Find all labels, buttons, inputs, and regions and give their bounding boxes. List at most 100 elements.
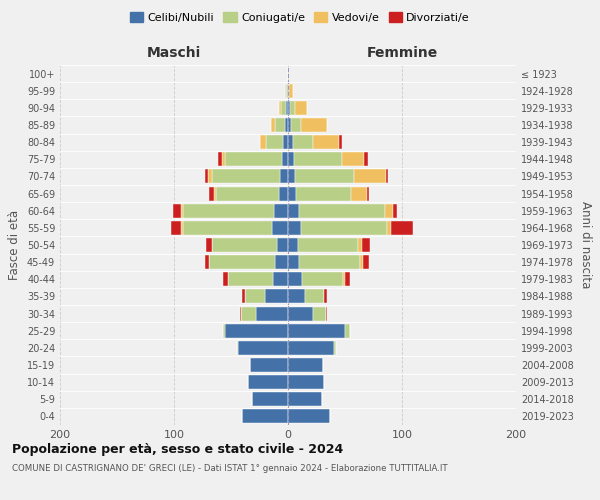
Bar xyxy=(340,135,341,149)
Bar xyxy=(288,392,322,406)
Bar xyxy=(288,375,325,389)
Bar xyxy=(288,255,299,269)
Bar xyxy=(360,255,363,269)
Bar xyxy=(288,238,298,252)
Bar xyxy=(362,238,370,252)
Bar xyxy=(223,324,226,338)
Bar xyxy=(343,272,345,286)
Bar xyxy=(298,238,358,252)
Bar xyxy=(214,186,216,200)
Bar xyxy=(250,358,288,372)
Bar xyxy=(296,186,351,200)
Bar xyxy=(295,101,307,115)
Bar xyxy=(305,290,325,304)
Bar xyxy=(183,221,272,235)
Bar xyxy=(288,66,289,80)
Bar xyxy=(183,204,274,218)
Legend: Celibi/Nubili, Coniugati/e, Vedovi/e, Divorziati/e: Celibi/Nubili, Coniugati/e, Vedovi/e, Di… xyxy=(125,8,475,28)
Bar xyxy=(212,170,280,183)
Bar xyxy=(286,101,288,115)
Bar xyxy=(301,221,387,235)
Bar xyxy=(288,324,345,338)
Bar xyxy=(273,272,288,286)
Bar xyxy=(206,238,212,252)
Text: Femmine: Femmine xyxy=(367,46,437,60)
Bar xyxy=(280,170,288,183)
Bar xyxy=(354,170,386,183)
Bar xyxy=(272,221,288,235)
Bar xyxy=(223,272,227,286)
Bar xyxy=(326,306,327,320)
Bar xyxy=(266,135,283,149)
Bar xyxy=(242,290,245,304)
Bar xyxy=(237,341,238,355)
Bar xyxy=(325,290,327,304)
Bar xyxy=(265,290,288,304)
Bar xyxy=(363,255,369,269)
Bar xyxy=(288,118,292,132)
Bar xyxy=(287,84,288,98)
Bar xyxy=(226,324,288,338)
Bar xyxy=(242,410,288,424)
Bar xyxy=(288,101,290,115)
Bar xyxy=(294,152,341,166)
Bar xyxy=(248,375,288,389)
Bar xyxy=(358,238,362,252)
Bar xyxy=(345,324,350,338)
Y-axis label: Anni di nascita: Anni di nascita xyxy=(579,202,592,288)
Bar xyxy=(173,204,181,218)
Bar xyxy=(345,272,350,286)
Bar xyxy=(341,152,364,166)
Bar xyxy=(299,255,360,269)
Bar xyxy=(245,290,265,304)
Bar xyxy=(181,204,183,218)
Bar xyxy=(205,255,209,269)
Bar xyxy=(209,186,214,200)
Bar xyxy=(288,341,334,355)
Bar xyxy=(293,135,313,149)
Bar xyxy=(279,101,281,115)
Bar xyxy=(284,118,288,132)
Bar xyxy=(181,221,183,235)
Bar xyxy=(289,84,293,98)
Bar xyxy=(302,272,343,286)
Bar xyxy=(277,238,288,252)
Bar xyxy=(386,170,388,183)
Bar xyxy=(286,84,287,98)
Bar xyxy=(385,204,393,218)
Bar xyxy=(227,272,273,286)
Bar xyxy=(299,204,385,218)
Bar xyxy=(288,358,323,372)
Bar xyxy=(238,341,288,355)
Bar xyxy=(284,84,286,98)
Bar xyxy=(205,170,208,183)
Text: COMUNE DI CASTRIGNANO DE' GRECI (LE) - Dati ISTAT 1° gennaio 2024 - Elaborazione: COMUNE DI CASTRIGNANO DE' GRECI (LE) - D… xyxy=(12,464,448,473)
Bar xyxy=(391,221,413,235)
Bar xyxy=(288,84,289,98)
Bar xyxy=(288,135,293,149)
Bar xyxy=(288,170,295,183)
Bar xyxy=(209,255,275,269)
Text: Popolazione per età, sesso e stato civile - 2024: Popolazione per età, sesso e stato civil… xyxy=(12,442,343,456)
Bar xyxy=(288,290,305,304)
Bar xyxy=(367,186,369,200)
Bar xyxy=(288,306,313,320)
Text: Maschi: Maschi xyxy=(147,46,201,60)
Bar xyxy=(274,204,288,218)
Bar xyxy=(295,170,354,183)
Bar xyxy=(251,392,288,406)
Bar xyxy=(275,255,288,269)
Bar xyxy=(290,101,295,115)
Bar xyxy=(212,238,277,252)
Bar xyxy=(288,221,301,235)
Bar xyxy=(283,152,288,166)
Bar xyxy=(240,306,241,320)
Bar xyxy=(241,306,256,320)
Bar xyxy=(393,204,397,218)
Bar xyxy=(256,306,288,320)
Bar xyxy=(288,204,299,218)
Bar xyxy=(218,152,222,166)
Bar xyxy=(281,101,286,115)
Bar xyxy=(387,221,391,235)
Y-axis label: Fasce di età: Fasce di età xyxy=(8,210,21,280)
